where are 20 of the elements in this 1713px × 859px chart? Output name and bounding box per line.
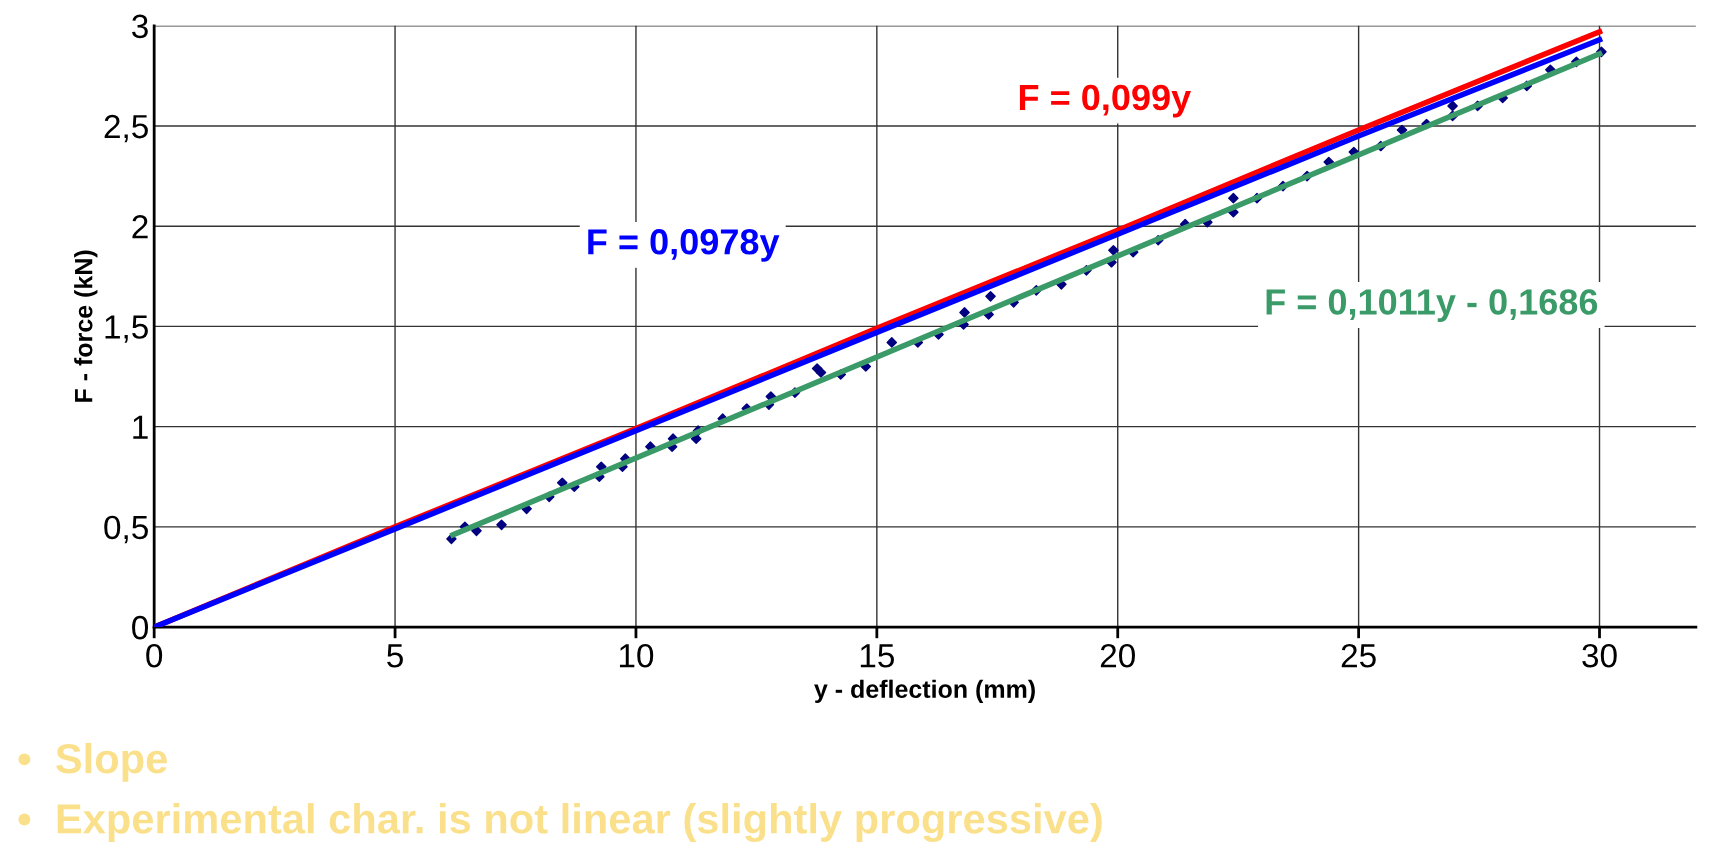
x-tick-label: 15 [860, 644, 894, 668]
x-tick-label: 25 [1341, 643, 1376, 668]
x-tick-label: 10 [619, 643, 654, 668]
y-tick-label: 2,5 [104, 114, 148, 143]
text: F = 0,0978y [588, 229, 780, 262]
text: F = 0,099y [1019, 84, 1191, 118]
text: • Experimental char. is not linear (slightly progressive) [18, 803, 1102, 843]
text: • Slope [18, 742, 167, 782]
y-tick-label: 1,5 [105, 315, 148, 343]
y-tick-label: 1 [133, 415, 148, 439]
x-tick-label: 20 [1100, 643, 1135, 668]
x-tick-label: 5 [387, 644, 403, 668]
y-axis-title: F - force (kN) [74, 250, 98, 402]
text: F = 0,1011y - 0,1686 [1266, 289, 1598, 322]
y-tick-label: 2 [132, 215, 148, 239]
y-tick-label: 0,5 [104, 515, 148, 544]
x-tick-label: 30 [1582, 643, 1617, 668]
x-axis-title: y - deflection (mm) [814, 679, 1035, 703]
y-tick-label: 0 [132, 615, 149, 640]
y-tick-label: 3 [132, 14, 148, 39]
